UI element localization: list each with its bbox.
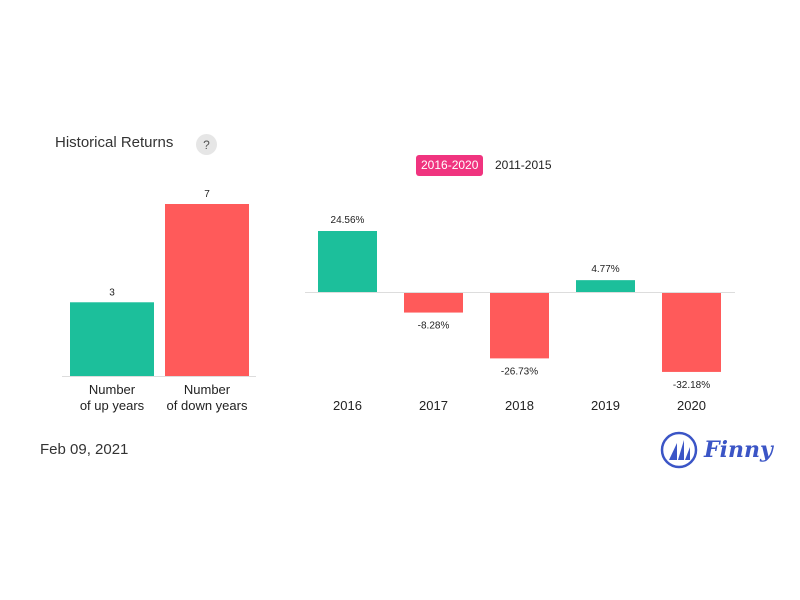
count-category-label: of up years [80, 398, 145, 413]
page-title: Historical Returns [55, 134, 174, 151]
help-button[interactable]: ? [196, 134, 217, 155]
finny-sail-icon [660, 431, 698, 469]
tab-2016-2020[interactable]: 2016-2020 [416, 155, 484, 176]
count-category-label: Number [184, 382, 231, 397]
return-bar-2016 [318, 231, 377, 292]
brand-name: Finny [704, 437, 773, 463]
tab-2011-2015[interactable]: 2011-2015 [495, 158, 552, 172]
return-bar-label: -8.28% [418, 321, 450, 332]
count-bar-down [165, 204, 249, 376]
count-bar-up [70, 302, 154, 376]
year-tick-label: 2019 [591, 398, 620, 413]
return-bar-label: -32.18% [673, 380, 710, 391]
as-of-date: Feb 09, 2021 [40, 441, 129, 458]
finny-logo: Finny [660, 431, 773, 469]
count-category-label: Number [89, 382, 136, 397]
return-bar-2018 [490, 292, 549, 359]
year-tick-label: 2018 [505, 398, 534, 413]
return-bar-2017 [404, 292, 463, 313]
count-category-label: of down years [167, 398, 248, 413]
year-tick-label: 2017 [419, 398, 448, 413]
return-bar-label: 4.77% [591, 264, 619, 275]
return-bar-2019 [576, 280, 635, 292]
year-tick-label: 2020 [677, 398, 706, 413]
return-bar-label: -26.73% [501, 366, 538, 377]
year-tick-label: 2016 [333, 398, 362, 413]
return-bar-label: 24.56% [331, 215, 365, 226]
count-bar-label: 3 [109, 287, 115, 298]
count-bar-label: 7 [204, 189, 210, 200]
return-bar-2020 [662, 292, 721, 372]
